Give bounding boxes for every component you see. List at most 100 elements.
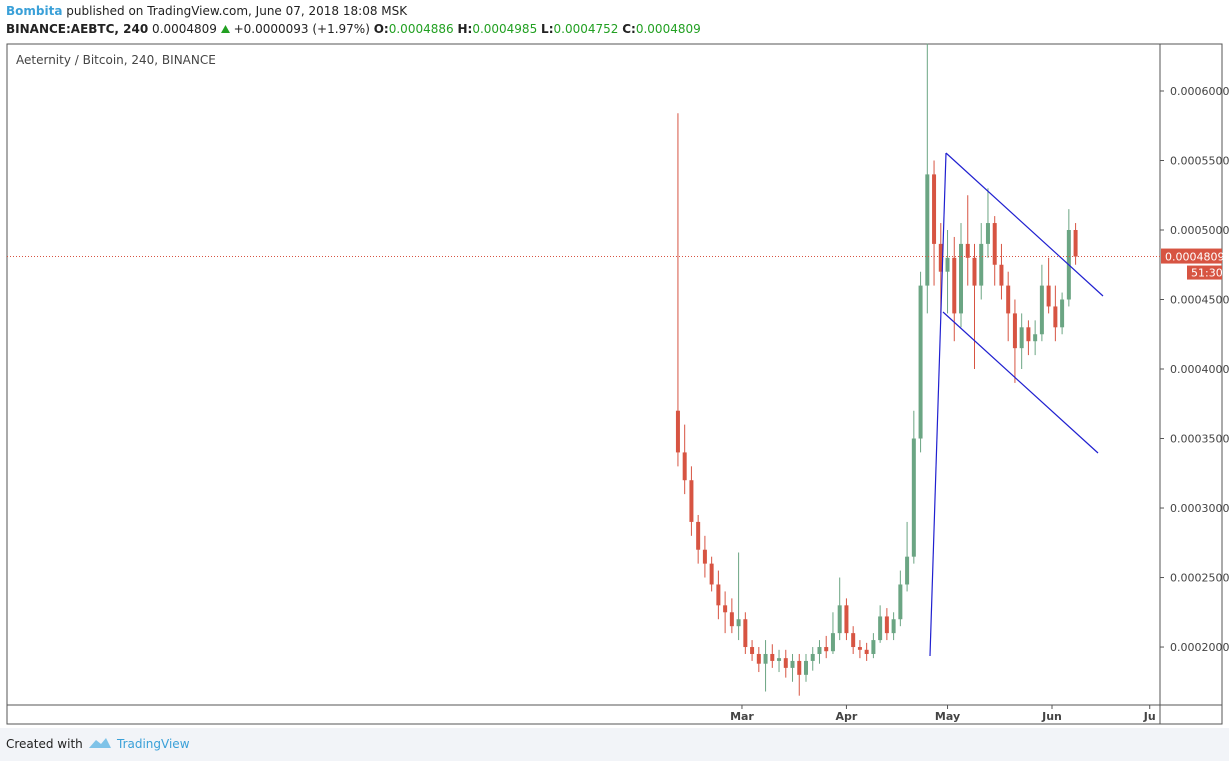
candle-body xyxy=(891,619,896,634)
y-tick-label: 0.0002500 xyxy=(1170,572,1229,585)
candle-body xyxy=(925,174,930,286)
candle-body xyxy=(723,605,728,613)
x-tick-label: Apr xyxy=(836,710,858,723)
candle-body xyxy=(770,653,775,661)
ohlc-line: BINANCE:AEBTC, 240 0.0004809 +0.0000093 … xyxy=(6,22,701,36)
candle-body xyxy=(911,438,916,557)
candle-body xyxy=(952,257,957,314)
l-label: L: xyxy=(541,22,554,36)
candle-body xyxy=(743,619,748,648)
y-tick-label: 0.0006000 xyxy=(1170,85,1229,98)
channel-upper[interactable] xyxy=(945,152,1104,297)
candle-body xyxy=(682,452,687,481)
c-value: 0.0004809 xyxy=(635,22,701,36)
candle-body xyxy=(938,243,943,272)
candle-body xyxy=(1006,285,1011,314)
candle-body xyxy=(918,285,923,439)
candle-body xyxy=(979,243,984,286)
y-tick-label: 0.0002000 xyxy=(1170,641,1229,654)
candle-body xyxy=(756,653,761,664)
candle-body xyxy=(689,480,694,522)
candle-body xyxy=(959,243,964,314)
countdown: 51:30 xyxy=(1191,267,1223,280)
change: +0.0000093 (+1.97%) xyxy=(233,22,370,36)
x-tick-label: May xyxy=(935,710,960,723)
frame xyxy=(6,43,1223,725)
h-value: 0.0004985 xyxy=(472,22,538,36)
candle-body xyxy=(750,647,755,654)
o-value: 0.0004886 xyxy=(388,22,454,36)
candle-body xyxy=(729,612,734,627)
candle-body xyxy=(864,649,869,654)
candle-body xyxy=(830,633,835,652)
candle-body xyxy=(932,174,937,244)
candles xyxy=(675,43,1078,696)
candle-body xyxy=(1060,299,1065,328)
price: 0.0004809 xyxy=(152,22,217,36)
published: published on TradingView.com, June 07, 2… xyxy=(66,4,408,18)
up-arrow xyxy=(220,25,230,33)
brand[interactable]: TradingView xyxy=(117,737,190,751)
y-tick-label: 0.0005500 xyxy=(1170,154,1229,167)
y-tick-label: 0.0003500 xyxy=(1170,433,1229,446)
candle-body xyxy=(716,584,721,606)
candle-body xyxy=(851,633,856,648)
candle-body xyxy=(777,658,782,661)
candle-body xyxy=(810,653,815,661)
candle-body xyxy=(797,660,802,675)
chart: Aeternity / Bitcoin, 240, BINANCE 0.0002… xyxy=(6,43,1229,725)
candle-body xyxy=(702,549,707,564)
candle-body xyxy=(972,257,977,286)
candle-body xyxy=(736,619,741,627)
candle-body xyxy=(696,521,701,550)
o-label: O: xyxy=(373,22,389,36)
candle-body xyxy=(803,660,808,675)
publish-line: Bombita published on TradingView.com, Ju… xyxy=(6,4,407,18)
candle-body xyxy=(898,584,903,620)
created-with: Created with xyxy=(6,737,83,751)
candle-body xyxy=(1053,306,1058,328)
x-tick-label: Mar xyxy=(730,710,754,723)
author[interactable]: Bombita xyxy=(6,4,63,18)
candle-body xyxy=(1073,229,1078,257)
channel-lower[interactable] xyxy=(942,311,1099,454)
candle-body xyxy=(905,556,910,585)
h-label: H: xyxy=(457,22,473,36)
candle-body xyxy=(992,223,997,265)
candle-body xyxy=(945,257,950,272)
y-tick-label: 0.0004500 xyxy=(1170,294,1229,307)
candle-body xyxy=(1026,327,1031,342)
candle-body xyxy=(965,243,970,258)
trend-line[interactable] xyxy=(929,152,947,657)
candle-body xyxy=(999,264,1004,286)
candle-body xyxy=(1046,285,1051,307)
y-tick-label: 0.0003000 xyxy=(1170,502,1229,515)
y-tick-label: 0.0005000 xyxy=(1170,224,1229,237)
countdown-box xyxy=(1187,265,1222,280)
candle-body xyxy=(709,563,714,585)
candle-body xyxy=(844,605,849,634)
c-label: C: xyxy=(622,22,636,36)
candle-body xyxy=(817,647,822,654)
candle-body xyxy=(871,640,876,654)
candle-body xyxy=(1012,313,1017,349)
candle-body xyxy=(884,616,889,634)
candle-body xyxy=(1033,334,1038,342)
candle-body xyxy=(1039,285,1044,335)
candle-body xyxy=(783,658,788,668)
candle-body xyxy=(857,647,862,650)
candle-body xyxy=(763,653,768,664)
candle-body xyxy=(837,605,842,634)
last-price-box xyxy=(1161,248,1222,264)
candle-body xyxy=(790,660,795,668)
candle-body xyxy=(985,223,990,244)
x-tick-label: Jun xyxy=(1041,710,1062,723)
logo xyxy=(89,738,111,748)
candle-body xyxy=(675,410,680,453)
candle-body xyxy=(878,616,883,641)
y-tick-label: 0.0004000 xyxy=(1170,363,1229,376)
l-value: 0.0004752 xyxy=(553,22,619,36)
footer: Created with TradingView xyxy=(0,728,1229,761)
symbol: BINANCE:AEBTC, 240 xyxy=(6,22,149,36)
